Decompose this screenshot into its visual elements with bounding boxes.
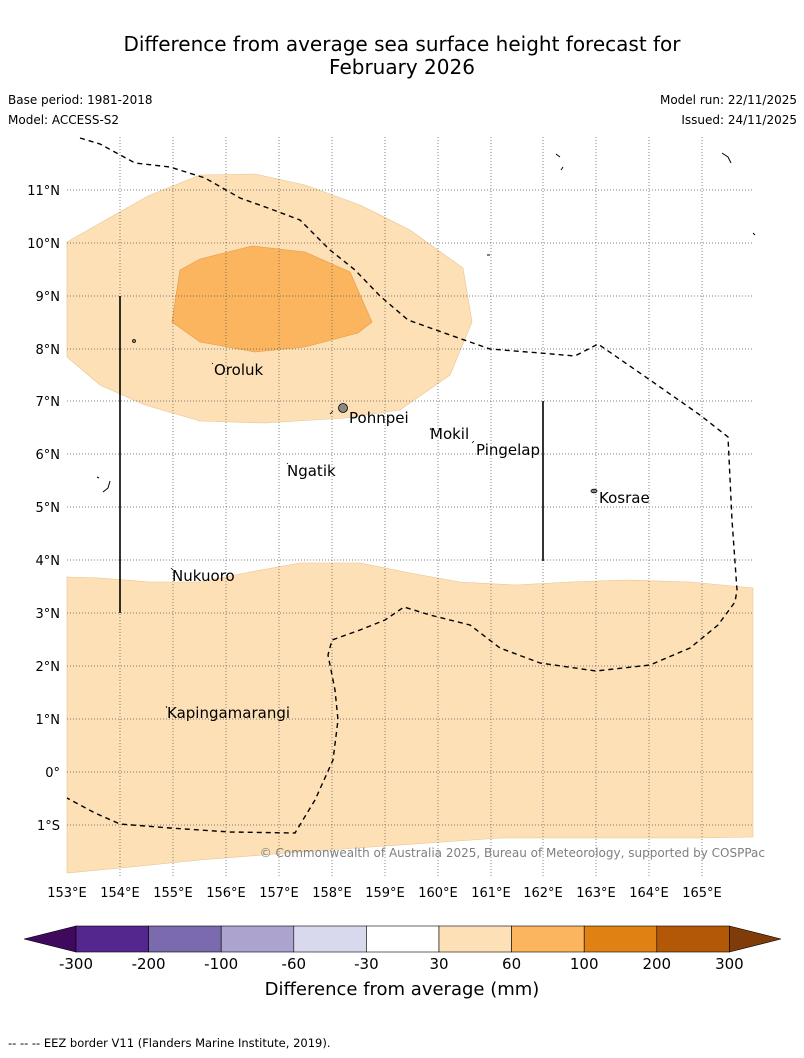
colorbar-tick: -300 xyxy=(59,955,93,973)
base-period: Base period: 1981-2018 xyxy=(8,93,153,107)
pohnpei-island xyxy=(338,403,348,413)
place-labels: Oroluk Pohnpei Mokil Pingelap Ngatik Kos… xyxy=(167,361,650,722)
lon-label: 155°E xyxy=(153,886,193,901)
kosrae-island xyxy=(590,488,598,494)
map-title: Difference from average sea surface heig… xyxy=(0,33,804,79)
place-label-pingelap: Pingelap xyxy=(476,441,540,459)
islet-west xyxy=(132,339,136,343)
small-coastlines xyxy=(96,152,756,493)
colorbar-tick: 60 xyxy=(502,955,521,973)
lat-label: 2°N xyxy=(36,660,61,675)
place-label-oroluk: Oroluk xyxy=(214,361,263,379)
title-line-1: Difference from average sea surface heig… xyxy=(123,32,681,56)
colorbar-tick: 30 xyxy=(429,955,448,973)
colorbar-segment xyxy=(293,925,367,953)
place-label-kapingamarangi: Kapingamarangi xyxy=(167,704,290,722)
lat-label: 6°N xyxy=(36,448,61,463)
colorbar-title: Difference from average (mm) xyxy=(265,979,540,1000)
anomaly-60-100-north xyxy=(171,245,373,353)
lon-label: 163°E xyxy=(576,886,616,901)
model-run: Model run: 22/11/2025 xyxy=(659,93,797,107)
colorbar-tick: -30 xyxy=(354,955,379,973)
issue-date: Issued: 24/11/2025 xyxy=(681,113,797,127)
lat-label: 11°N xyxy=(27,184,60,199)
colorbar-segment xyxy=(583,925,658,953)
lon-label: 165°E xyxy=(682,886,722,901)
colorbar-segment xyxy=(366,925,440,953)
colorbar-segment xyxy=(438,925,512,953)
lat-label: 7°N xyxy=(36,395,61,410)
lat-label: 8°N xyxy=(36,343,61,358)
lon-label: 157°E xyxy=(259,886,299,901)
place-label-ngatik: Ngatik xyxy=(287,462,336,480)
copyright-notice: © Commonwealth of Australia 2025, Bureau… xyxy=(260,846,765,860)
colorbar-tick: 100 xyxy=(570,955,599,973)
colorbar-tick: 300 xyxy=(715,955,744,973)
colorbar xyxy=(23,925,782,953)
anomaly-shading xyxy=(66,173,754,874)
lon-label: 160°E xyxy=(418,886,458,901)
model-name: Model: ACCESS-S2 xyxy=(8,113,120,127)
lon-label: 154°E xyxy=(100,886,140,901)
eez-footnote: -- -- -- EEZ border V11 (Flanders Marine… xyxy=(8,1036,331,1050)
colorbar-segment xyxy=(148,925,222,953)
lon-label: 153°E xyxy=(47,886,87,901)
lat-label: 1°N xyxy=(36,713,61,728)
latitude-labels: 11°N 10°N 9°N 8°N 7°N 6°N 5°N 4°N 3°N 2°… xyxy=(27,184,60,834)
colorbar-extend-low xyxy=(23,925,77,953)
colorbar-segment xyxy=(75,925,149,953)
title-line-2: February 2026 xyxy=(329,55,475,79)
eez-borders xyxy=(66,137,738,834)
islands xyxy=(132,339,598,709)
lat-label: 4°N xyxy=(36,554,61,569)
colorbar-segment xyxy=(656,925,730,953)
colorbar-segment xyxy=(220,925,295,953)
longitude-labels: 153°E 154°E 155°E 156°E 157°E 158°E 159°… xyxy=(47,886,722,901)
lon-label: 162°E xyxy=(523,886,563,901)
lat-label: 5°N xyxy=(36,501,61,516)
lat-label: 1°S xyxy=(37,819,60,834)
anomaly-30-60-south xyxy=(66,562,754,874)
lon-label: 164°E xyxy=(629,886,669,901)
lon-label: 158°E xyxy=(312,886,352,901)
lat-label: 3°N xyxy=(36,607,61,622)
colorbar-tick: -200 xyxy=(132,955,166,973)
place-label-mokil: Mokil xyxy=(430,425,469,443)
lat-label: 0° xyxy=(45,766,60,781)
lon-label: 161°E xyxy=(471,886,511,901)
lon-label: 159°E xyxy=(365,886,405,901)
place-label-pohnpei: Pohnpei xyxy=(349,409,409,427)
colorbar-tick: 200 xyxy=(642,955,671,973)
graticule xyxy=(67,137,753,876)
lat-label: 9°N xyxy=(36,290,61,305)
colorbar-ticks: -300 -200 -100 -60 -30 30 60 100 200 300 xyxy=(59,955,744,973)
colorbar-segment xyxy=(511,925,585,953)
colorbar-tick: -100 xyxy=(204,955,238,973)
colorbar-extend-high xyxy=(729,925,782,953)
place-label-nukuoro: Nukuoro xyxy=(172,567,235,585)
place-label-kosrae: Kosrae xyxy=(599,489,650,507)
lon-label: 156°E xyxy=(206,886,246,901)
lat-label: 10°N xyxy=(27,237,60,252)
colorbar-tick: -60 xyxy=(282,955,307,973)
